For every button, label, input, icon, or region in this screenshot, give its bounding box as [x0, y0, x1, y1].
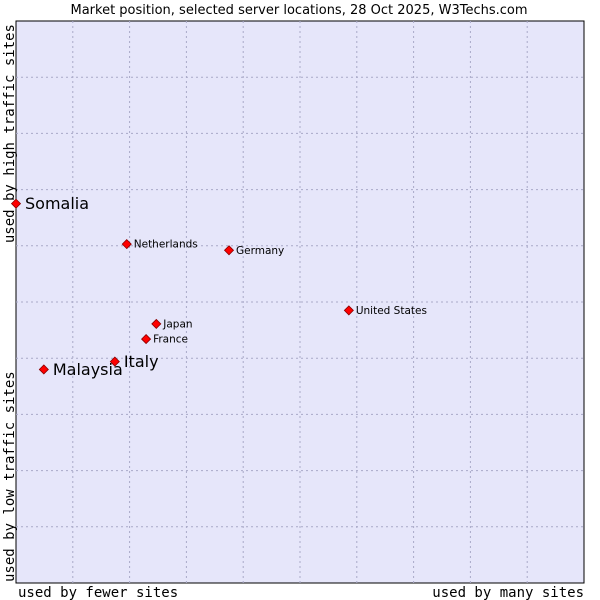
data-points: Somalia Netherlands Germany United States Ja… [10, 194, 427, 379]
x-axis-label-fewer-sites: used by fewer sites [18, 585, 178, 600]
point-label-germany: Germany [236, 245, 284, 257]
point-label-netherlands: Netherlands [134, 239, 198, 251]
point-united-states: United States [343, 305, 427, 317]
point-marker-japan [151, 318, 162, 329]
point-label-united-states: United States [356, 305, 427, 317]
point-label-france: France [153, 334, 188, 346]
point-netherlands: Netherlands [121, 239, 198, 251]
point-marker-italy [109, 356, 120, 367]
y-axis-label-high-traffic: used by high traffic sites [2, 24, 18, 243]
point-malaysia: Malaysia [38, 360, 123, 379]
point-italy: Italy [109, 352, 159, 371]
point-marker-malaysia [38, 364, 49, 375]
point-marker-somalia [10, 198, 22, 209]
point-japan: Japan [151, 318, 193, 330]
point-marker-netherlands [121, 239, 132, 250]
point-label-malaysia: Malaysia [53, 360, 123, 379]
point-france: France [141, 334, 188, 346]
point-germany: Germany [223, 245, 284, 257]
point-label-italy: Italy [124, 352, 159, 371]
point-label-somalia: Somalia [25, 194, 89, 213]
point-somalia: Somalia [10, 194, 89, 213]
y-axis-label-low-traffic: used by low traffic sites [2, 371, 18, 582]
point-label-japan: Japan [162, 318, 192, 330]
x-axis-label-many-sites: used by many sites [432, 585, 584, 600]
chart-title: Market position, selected server locatio… [70, 3, 527, 18]
point-marker-united-states [343, 305, 354, 316]
point-marker-germany [223, 245, 235, 256]
point-marker-france [141, 334, 152, 345]
grid-lines [16, 21, 584, 583]
